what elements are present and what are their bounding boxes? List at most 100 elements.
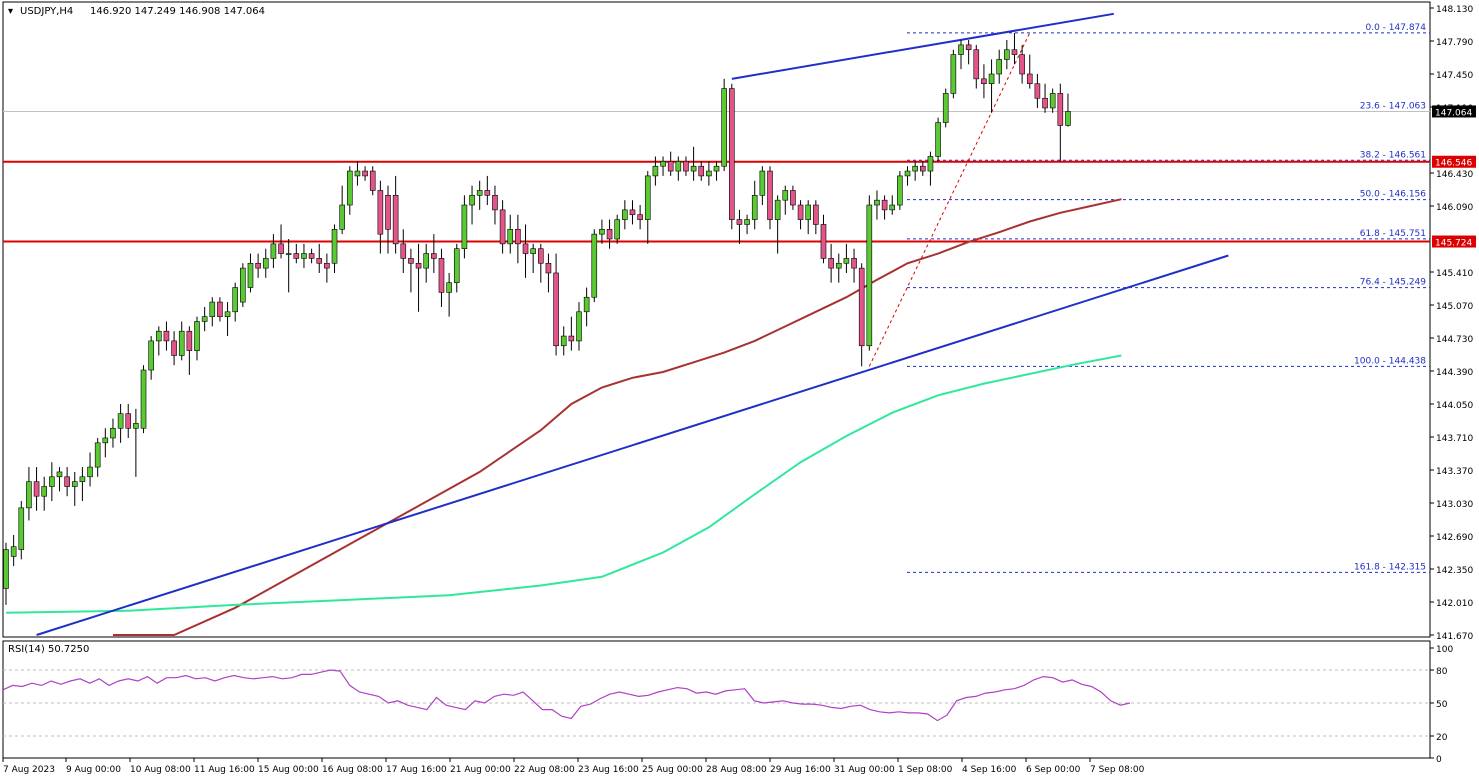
- candle-bear: [408, 258, 414, 264]
- fib-level-label: 38.2 - 146.561: [1360, 150, 1426, 160]
- fib-level-label: 100.0 - 144.438: [1354, 356, 1426, 366]
- candle-bull: [843, 258, 850, 264]
- candle-bull: [996, 59, 1003, 75]
- candle-bull: [79, 476, 86, 482]
- candle-bull: [18, 507, 25, 550]
- candle-bear: [629, 209, 636, 216]
- candle-bear: [881, 199, 888, 211]
- candle-bear: [492, 195, 498, 211]
- candle-bull: [301, 253, 307, 259]
- price-tick-label: 143.030: [1436, 500, 1473, 510]
- candle-bull: [591, 233, 598, 298]
- candle-bull: [133, 423, 139, 429]
- candle-bear: [484, 190, 491, 196]
- candle-bull: [805, 204, 812, 220]
- candle-bull: [774, 199, 781, 220]
- candle-bull: [866, 204, 873, 347]
- candle-bull: [270, 243, 277, 259]
- candle-bear: [1034, 83, 1041, 99]
- candle-bull: [950, 54, 957, 94]
- rsi-title: RSI(14) 50.7250: [8, 644, 89, 655]
- ohlc-label: 146.920 147.249 146.908 147.064: [90, 6, 265, 17]
- candle-bull: [942, 93, 949, 123]
- candle-bear: [858, 267, 865, 347]
- candle-bull: [912, 165, 918, 172]
- candle-bull: [26, 481, 32, 509]
- candle-bull: [897, 175, 903, 206]
- rsi-tick-label: 100: [1436, 645, 1453, 655]
- price-tick-label: 142.010: [1436, 599, 1473, 609]
- price-tick-label: 144.050: [1436, 401, 1473, 411]
- fib-level-label: 50.0 - 146.156: [1360, 190, 1426, 200]
- moving-averages: [5, 198, 1122, 636]
- candle-bear: [392, 195, 399, 245]
- candle-bear: [163, 330, 170, 342]
- time-tick-label: 31 Aug 00:00: [834, 765, 895, 775]
- candle-bull: [988, 73, 995, 85]
- rsi-indicator: 100 80 50 20 0: [2, 645, 1453, 765]
- time-tick-label: 25 Aug 00:00: [642, 765, 703, 775]
- candle-bear: [278, 243, 284, 254]
- candle-bear: [1026, 73, 1033, 85]
- candle-bull: [476, 190, 483, 196]
- time-tick-label: 21 Aug 00:00: [450, 765, 511, 775]
- price-tick-label: 148.130: [1436, 5, 1473, 15]
- candle-bear: [362, 170, 368, 177]
- price-tick-label: 145.070: [1436, 302, 1473, 312]
- axis-price-labels: 146.546 145.724 147.064: [1432, 105, 1476, 249]
- candle-bull: [874, 199, 880, 206]
- time-tick-label: 23 Aug 16:00: [578, 765, 639, 775]
- candle-bull: [110, 427, 116, 439]
- candle-bull: [1004, 49, 1010, 60]
- candle-bear: [499, 209, 506, 245]
- candle-bull: [232, 287, 238, 313]
- candle-bull: [201, 316, 208, 322]
- rsi-line: [2, 669, 1131, 722]
- time-tick-label: 29 Aug 16:00: [770, 765, 831, 775]
- candle-bull: [71, 481, 78, 487]
- candle-bull: [652, 165, 659, 177]
- candle-bear: [308, 253, 315, 259]
- candle-bull: [583, 296, 590, 313]
- candle-bull: [530, 248, 536, 254]
- rsi-tick-label: 0: [1436, 755, 1442, 765]
- sma-100-line: [113, 198, 1122, 636]
- price-tick-label: 144.390: [1436, 368, 1473, 378]
- price-tick-label: 146.090: [1436, 203, 1473, 213]
- candle-bear: [522, 243, 529, 254]
- candle-bull: [713, 165, 720, 172]
- candle-bull: [41, 486, 48, 497]
- candle-bear: [369, 170, 376, 191]
- time-tick-label: 10 Aug 08:00: [130, 765, 191, 775]
- candle-bear: [568, 335, 575, 342]
- candle-bull: [576, 311, 582, 342]
- price-tick-label: 146.430: [1436, 170, 1473, 180]
- rsi-pane-border: [2, 640, 1431, 759]
- candle-bull: [178, 330, 185, 356]
- price-tick-label: 143.370: [1436, 467, 1473, 477]
- last-price-label-box: [1432, 105, 1476, 118]
- candle-bull: [194, 321, 200, 351]
- candle-bull: [354, 170, 361, 177]
- time-tick-label: 1 Sep 08:00: [898, 765, 953, 775]
- trendline: [36, 254, 1229, 636]
- last-price-label: 147.064: [1435, 108, 1472, 118]
- candle-bear: [545, 262, 552, 274]
- candle-bull: [453, 248, 460, 283]
- candle-bull: [889, 204, 896, 211]
- candle-bear: [767, 170, 773, 220]
- candle-bull: [339, 204, 345, 230]
- candle-bear: [981, 78, 987, 85]
- candle-bear: [377, 190, 384, 235]
- candle-bull: [935, 122, 941, 157]
- candle-bull: [262, 258, 269, 269]
- candle-bull: [94, 442, 101, 468]
- rsi-tick-label: 20: [1436, 733, 1448, 743]
- time-tick-label: 15 Aug 00:00: [258, 765, 319, 775]
- candle-bear: [385, 195, 391, 230]
- candle-bull: [1065, 111, 1071, 126]
- candle-bear: [255, 262, 261, 269]
- candle-bull: [446, 282, 452, 293]
- candle-bear: [438, 258, 445, 293]
